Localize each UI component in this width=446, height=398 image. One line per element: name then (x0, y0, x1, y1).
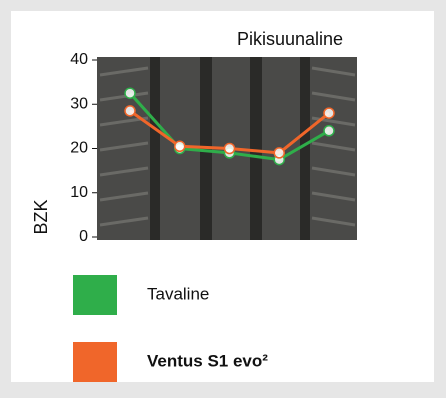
y-tick-label: 20 (70, 140, 88, 157)
legend-label: Ventus S1 evo² (147, 351, 268, 370)
point (323, 125, 335, 137)
point (273, 147, 285, 159)
point (124, 105, 136, 117)
chart-title: Pikisuunaline (237, 29, 343, 49)
legend-label: Tavaline (147, 284, 209, 303)
y-axis-label: BZK (31, 199, 51, 234)
point (223, 142, 236, 155)
y-tick-label: 30 (70, 95, 88, 112)
point (323, 107, 335, 119)
y-tick-label: 10 (70, 184, 88, 201)
point (174, 140, 186, 153)
legend-swatch (73, 275, 117, 315)
y-tick-label: 40 (70, 51, 88, 68)
legend-swatch (73, 342, 117, 382)
y-tick-label: 0 (79, 228, 88, 245)
point (124, 87, 136, 99)
